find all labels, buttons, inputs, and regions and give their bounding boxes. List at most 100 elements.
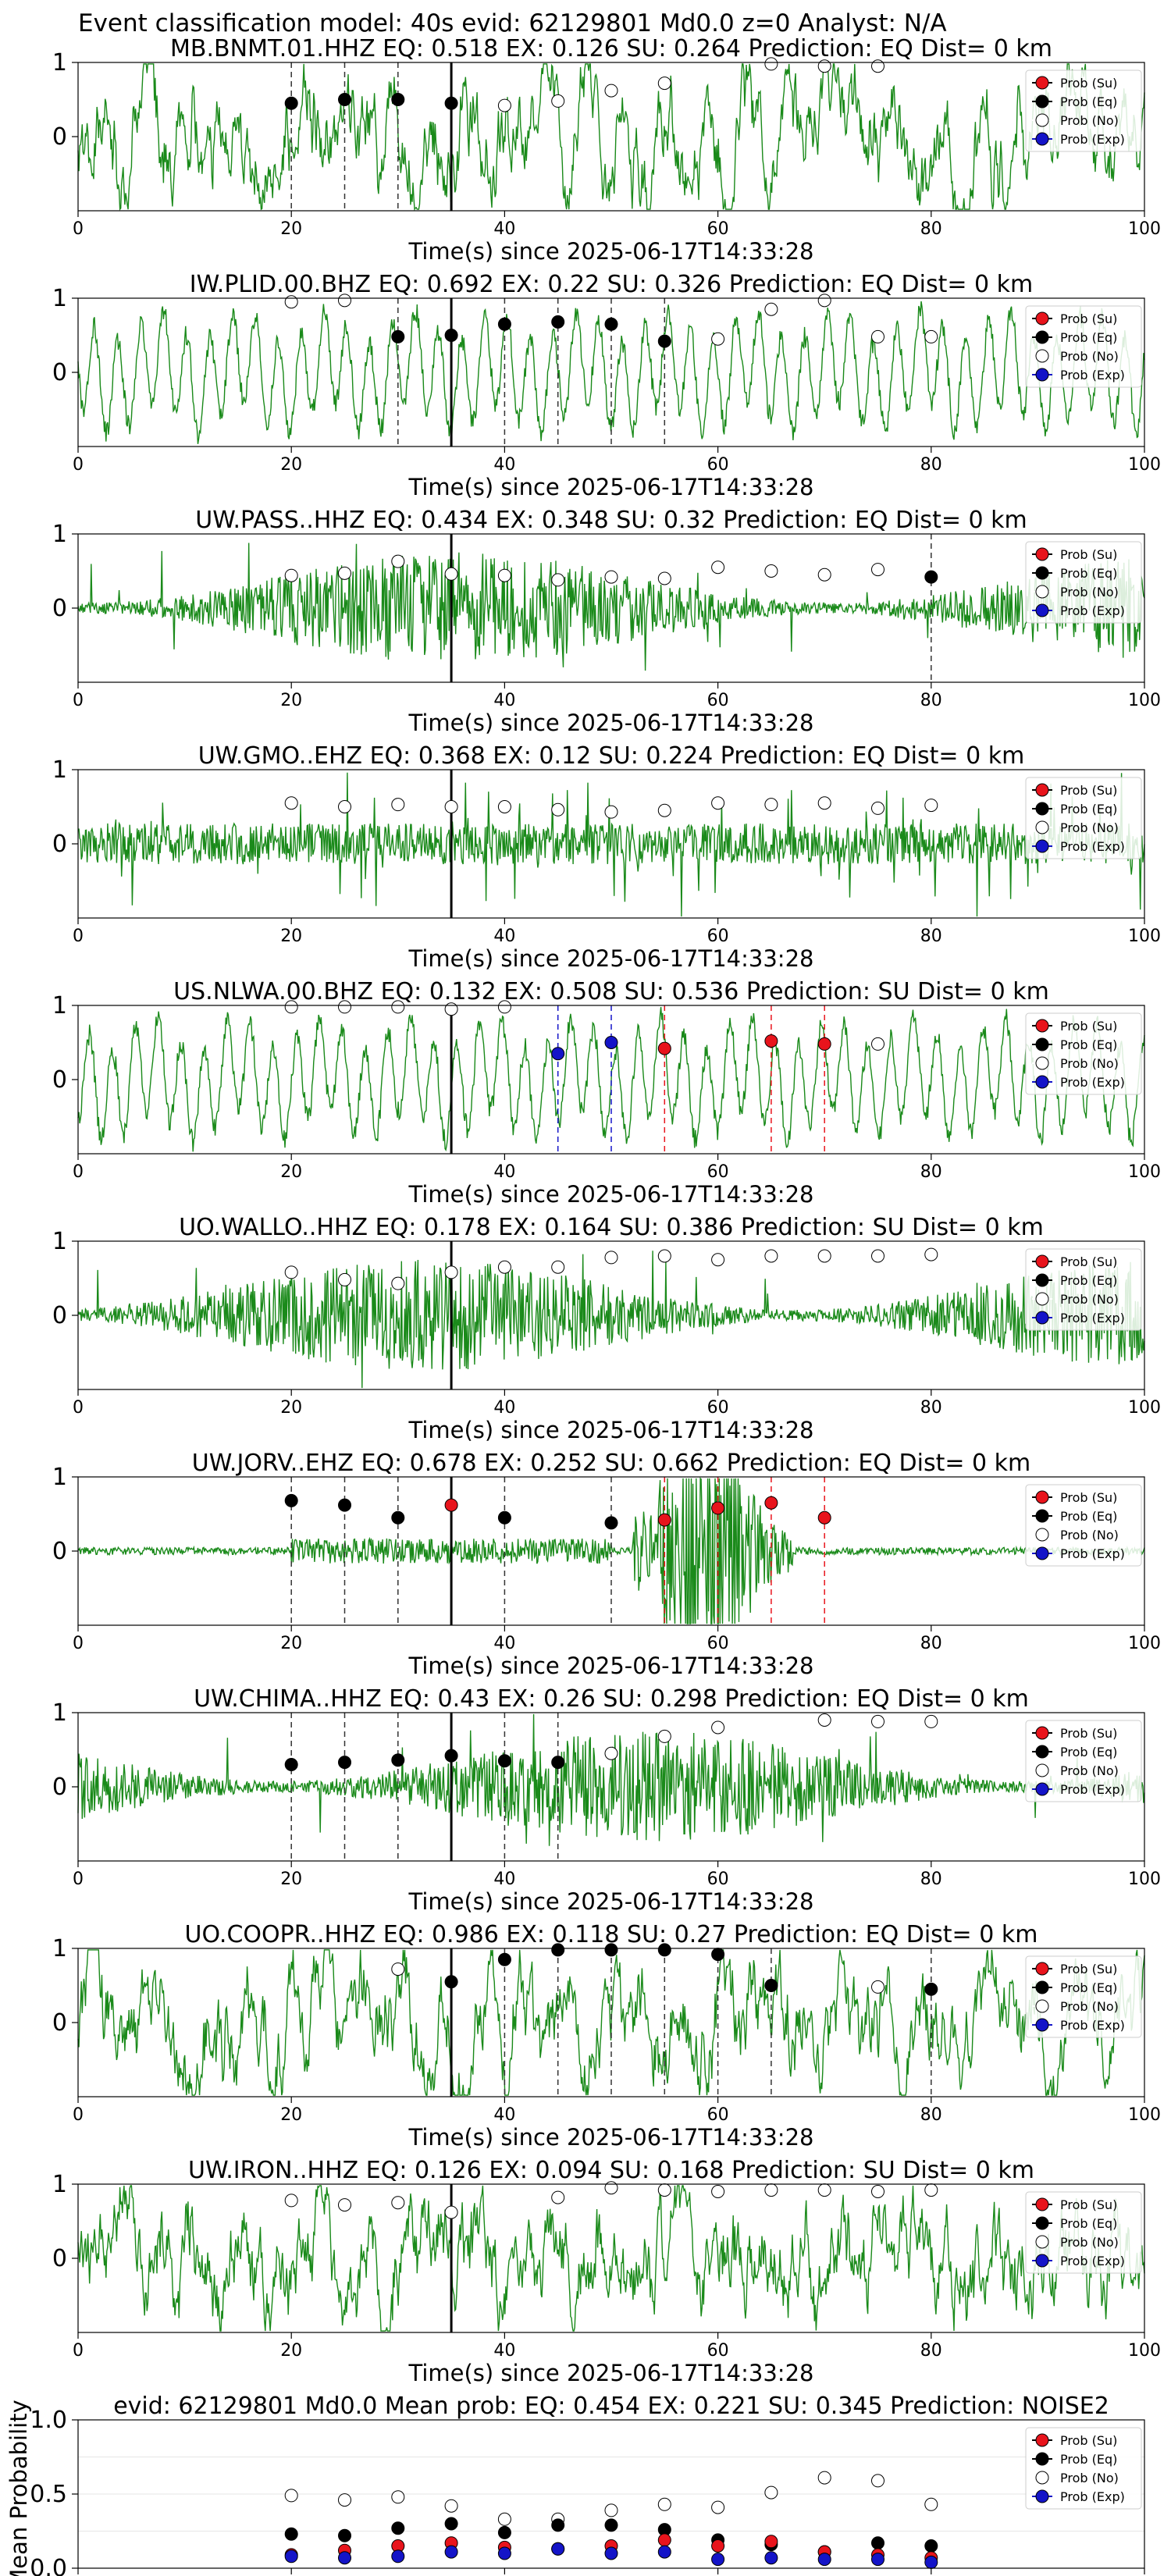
x-tick-label: 40 <box>493 1162 515 1182</box>
legend-marker-eq <box>1035 802 1049 816</box>
legend-label-exp: Prob (Exp) <box>1060 1546 1125 1561</box>
mean-prob-point-exp <box>657 2545 671 2559</box>
legend-marker-eq <box>1035 94 1049 109</box>
legend-box <box>1025 541 1142 624</box>
prob-point-no <box>764 564 778 578</box>
mean-prob-point-no <box>338 2493 351 2507</box>
prob-point-su <box>711 1501 725 1515</box>
legend-label-eq: Prob (Eq) <box>1060 2452 1117 2467</box>
x-tick-label: 20 <box>280 927 302 946</box>
panel-title: evid: 62129801 Md0.0 Mean prob: EQ: 0.45… <box>113 2393 1109 2420</box>
legend-marker-no <box>1035 349 1049 363</box>
legend-label-su: Prob (Su) <box>1060 1019 1117 1034</box>
prob-point-eq <box>284 1493 298 1507</box>
mean-prob-point-no <box>604 2503 618 2517</box>
legend-marker-no <box>1035 2471 1049 2485</box>
x-tick-label: 60 <box>707 2341 729 2361</box>
x-axis-label: Time(s) since 2025-06-17T14:33:28 <box>408 1888 814 1915</box>
prob-point-no <box>551 94 565 108</box>
x-tick-label: 20 <box>280 1162 302 1182</box>
prob-point-no <box>444 1002 458 1016</box>
prob-point-eq <box>338 1498 351 1512</box>
prob-point-no <box>391 1000 405 1014</box>
legend-box <box>1025 1955 1142 2038</box>
mean-prob-point-no <box>497 2512 511 2526</box>
prob-point-no <box>711 332 725 346</box>
prob-point-su <box>444 1498 458 1512</box>
prob-point-eq <box>338 1756 351 1770</box>
prob-point-no <box>657 1249 671 1263</box>
legend-label-no: Prob (No) <box>1060 2471 1119 2485</box>
legend-marker-exp <box>1035 1075 1049 1089</box>
prob-point-no <box>764 2183 778 2197</box>
prob-point-no <box>444 567 458 581</box>
prob-point-eq <box>657 1943 671 1957</box>
legend-label-no: Prob (No) <box>1060 2235 1119 2250</box>
prob-point-no <box>871 1037 884 1051</box>
x-tick-label: 60 <box>707 1398 729 1418</box>
panel-title: UW.PASS..HHZ EQ: 0.434 EX: 0.348 SU: 0.3… <box>195 507 1027 534</box>
prob-point-no <box>817 59 831 73</box>
x-tick-label: 0 <box>73 927 84 946</box>
prob-point-no <box>924 329 938 343</box>
x-tick-label: 20 <box>280 2341 302 2361</box>
prob-point-no <box>284 1000 298 1014</box>
prob-point-no <box>444 2205 458 2219</box>
x-tick-label: 0 <box>73 2105 84 2125</box>
legend-label-no: Prob (No) <box>1060 1763 1119 1778</box>
panel-7: UW.JORV..EHZ EQ: 0.678 EX: 0.252 SU: 0.6… <box>52 1450 1161 1679</box>
x-tick-label: 80 <box>920 219 942 239</box>
mean-prob-point-no <box>711 2500 725 2514</box>
y-tick-label: 0.0 <box>30 2555 67 2576</box>
legend-marker-eq <box>1035 2216 1049 2230</box>
mean-prob-point-exp <box>497 2546 511 2560</box>
legend-label-no: Prob (No) <box>1060 1528 1119 1542</box>
y-tick-label: 1 <box>52 1464 67 1491</box>
prob-point-no <box>764 57 778 71</box>
prob-point-no <box>817 1713 831 1727</box>
legend-label-eq: Prob (Eq) <box>1060 566 1117 581</box>
mean-prob-point-eq <box>871 2536 884 2550</box>
prob-point-eq <box>338 93 351 106</box>
x-tick-label: 60 <box>707 691 729 710</box>
prob-point-eq <box>391 1753 405 1767</box>
panel-title: IW.PLID.00.BHZ EQ: 0.692 EX: 0.22 SU: 0.… <box>190 271 1034 298</box>
y-tick-label: 0 <box>52 831 67 858</box>
prob-point-no <box>711 560 725 575</box>
x-tick-label: 100 <box>1128 691 1161 710</box>
x-tick-label: 0 <box>73 219 84 239</box>
mean-prob-point-no <box>657 2497 671 2511</box>
prob-point-eq <box>284 96 298 110</box>
y-tick-label: 1 <box>52 285 67 312</box>
prob-point-no <box>391 1962 405 1976</box>
prob-point-su <box>817 1037 831 1051</box>
prob-point-no <box>338 800 351 813</box>
prob-point-eq <box>391 1510 405 1525</box>
prob-point-no <box>924 1714 938 1728</box>
prob-point-eq <box>497 1952 511 1966</box>
panel-title: UW.JORV..EHZ EQ: 0.678 EX: 0.252 SU: 0.6… <box>192 1450 1030 1477</box>
legend-marker-exp <box>1035 1782 1049 1796</box>
x-tick-label: 100 <box>1128 2105 1161 2125</box>
legend-marker-exp <box>1035 839 1049 853</box>
x-tick-label: 20 <box>280 219 302 239</box>
panel-2: IW.PLID.00.BHZ EQ: 0.692 EX: 0.22 SU: 0.… <box>52 271 1161 500</box>
legend-marker-eq <box>1035 566 1049 580</box>
mean-prob-point-exp <box>924 2555 938 2569</box>
x-tick-label: 0 <box>73 1634 84 1653</box>
mean-prob-point-no <box>764 2485 778 2500</box>
y-tick-label: 0 <box>52 123 67 151</box>
x-tick-label: 20 <box>280 1870 302 1889</box>
legend-marker-eq <box>1035 2452 1049 2466</box>
prob-point-eq <box>444 96 458 110</box>
mean-prob-point-eq <box>497 2525 511 2539</box>
x-tick-label: 20 <box>280 691 302 710</box>
legend-marker-no <box>1035 2235 1049 2249</box>
mean-prob-point-exp <box>551 2542 565 2556</box>
mean-prob-point-exp <box>284 2549 298 2564</box>
x-axis-label: Time(s) since 2025-06-17T14:33:28 <box>408 1653 814 1679</box>
mean-prob-point-eq <box>284 2527 298 2541</box>
prob-point-no <box>871 1980 884 1994</box>
legend-label-exp: Prob (Exp) <box>1060 2489 1125 2504</box>
legend-label-eq: Prob (Eq) <box>1060 1745 1117 1759</box>
